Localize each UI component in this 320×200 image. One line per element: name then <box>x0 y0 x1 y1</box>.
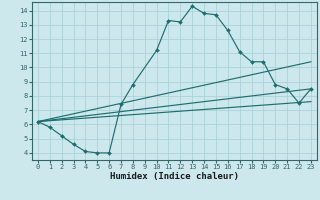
X-axis label: Humidex (Indice chaleur): Humidex (Indice chaleur) <box>110 172 239 181</box>
